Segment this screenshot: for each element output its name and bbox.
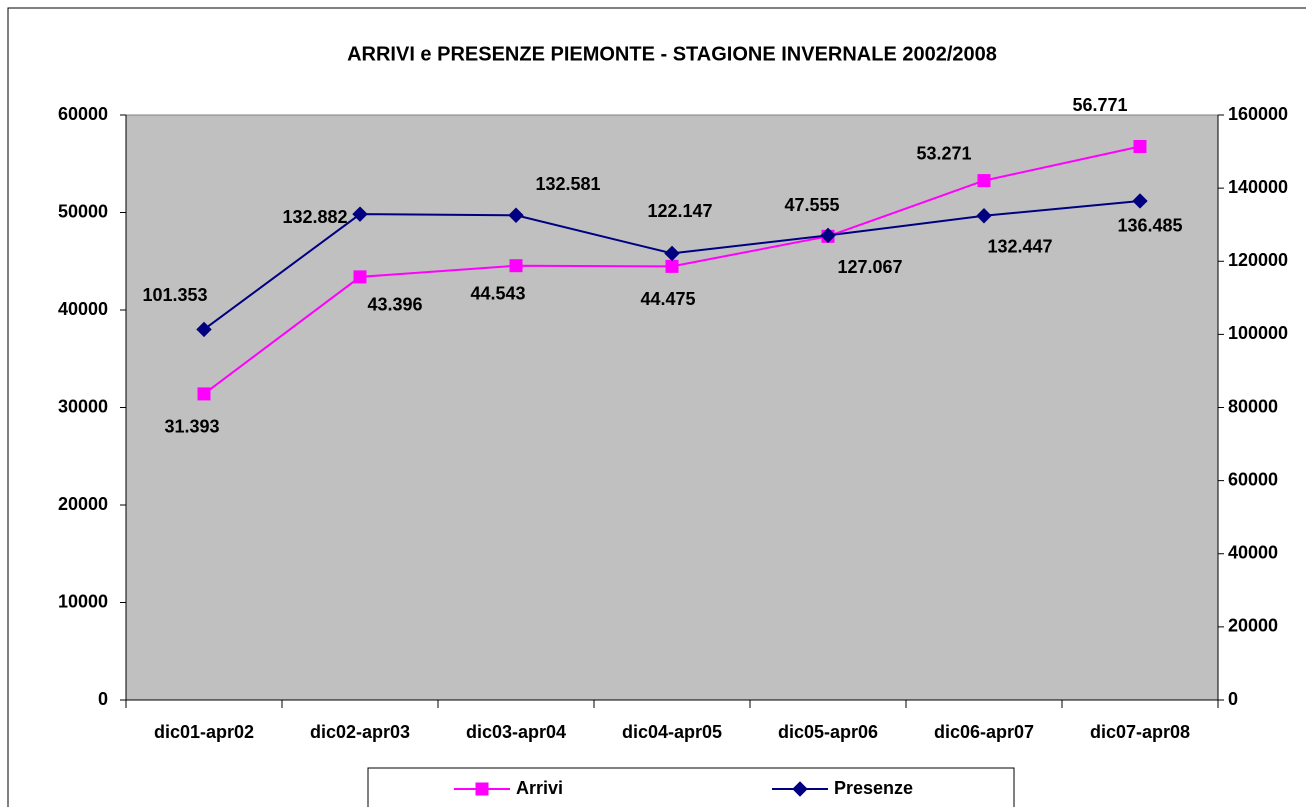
y-tick-label: 30000 bbox=[58, 396, 108, 416]
y2-tick-label: 20000 bbox=[1228, 616, 1278, 636]
data-label: 132.447 bbox=[987, 236, 1052, 256]
x-tick-label: dic05-apr06 bbox=[778, 722, 878, 742]
point bbox=[352, 206, 368, 222]
data-label: 136.485 bbox=[1117, 216, 1182, 236]
x-tick-label: dic07-apr08 bbox=[1090, 722, 1190, 742]
point bbox=[664, 245, 680, 262]
data-label: 44.543 bbox=[470, 283, 525, 303]
legend-label: Arrivi bbox=[516, 778, 563, 798]
legend-label: Presenze bbox=[834, 778, 913, 798]
point bbox=[509, 259, 523, 273]
data-label: 122.147 bbox=[647, 201, 712, 221]
data-label: 43.396 bbox=[367, 295, 422, 315]
point bbox=[976, 208, 992, 224]
data-label: 53.271 bbox=[916, 143, 971, 163]
data-label: 132.882 bbox=[282, 207, 347, 227]
y-tick-label: 60000 bbox=[58, 104, 108, 124]
data-label: 132.581 bbox=[535, 174, 600, 194]
x-tick-label: dic04-apr05 bbox=[622, 722, 722, 742]
data-label: 56.771 bbox=[1072, 95, 1127, 115]
y2-tick-label: 120000 bbox=[1228, 250, 1288, 270]
point bbox=[197, 387, 211, 401]
x-tick-label: dic01-apr02 bbox=[154, 722, 254, 742]
data-label: 101.353 bbox=[142, 285, 207, 305]
data-label: 47.555 bbox=[784, 195, 839, 215]
y2-tick-label: 140000 bbox=[1228, 177, 1288, 197]
x-tick-label: dic03-apr04 bbox=[466, 722, 566, 742]
y-tick-label: 50000 bbox=[58, 201, 108, 221]
point bbox=[353, 270, 367, 284]
plot-area bbox=[125, 114, 1219, 701]
x-tick-label: dic06-apr07 bbox=[934, 722, 1034, 742]
data-label: 44.475 bbox=[640, 289, 695, 309]
y2-tick-label: 0 bbox=[1228, 689, 1238, 709]
point bbox=[1132, 193, 1148, 209]
y2-tick-label: 100000 bbox=[1228, 323, 1288, 343]
y-tick-label: 10000 bbox=[58, 591, 108, 611]
data-label: 127.067 bbox=[837, 257, 902, 277]
data-label: 31.393 bbox=[164, 417, 219, 437]
point bbox=[665, 259, 679, 273]
point bbox=[1133, 139, 1147, 153]
point bbox=[820, 227, 836, 244]
y-tick-label: 40000 bbox=[58, 299, 108, 319]
y2-tick-label: 60000 bbox=[1228, 469, 1278, 489]
point bbox=[196, 321, 212, 338]
legend-box bbox=[367, 767, 1015, 807]
x-tick-label: dic02-apr03 bbox=[310, 722, 410, 742]
point bbox=[977, 174, 991, 188]
y2-tick-label: 160000 bbox=[1228, 104, 1288, 124]
point bbox=[792, 781, 808, 797]
chart-title: ARRIVI e PRESENZE PIEMONTE - STAGIONE IN… bbox=[347, 43, 997, 65]
point bbox=[475, 782, 489, 796]
y-tick-label: 0 bbox=[98, 689, 108, 709]
y2-tick-label: 40000 bbox=[1228, 543, 1278, 563]
point bbox=[508, 207, 524, 223]
y-tick-label: 20000 bbox=[58, 494, 108, 514]
y2-tick-label: 80000 bbox=[1228, 396, 1278, 416]
